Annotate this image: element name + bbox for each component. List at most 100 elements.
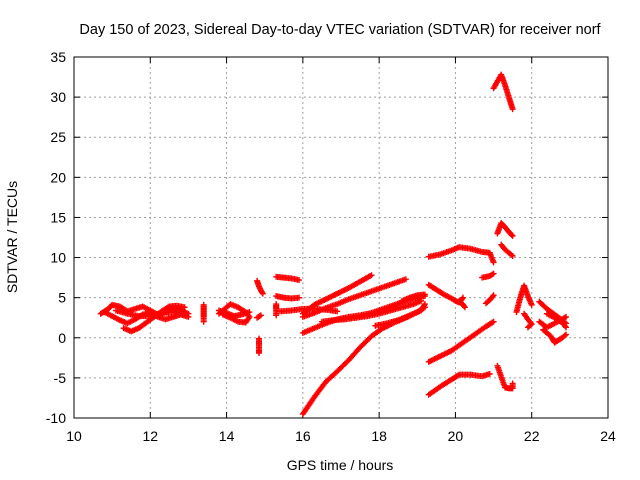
data-point: [508, 251, 515, 258]
series-arc-ak: [540, 326, 570, 346]
y-tick-label: 20: [50, 169, 66, 185]
y-tick-label: 35: [50, 49, 66, 65]
series-arc-p: [299, 276, 409, 320]
data-point: [259, 290, 266, 297]
data-point: [256, 313, 263, 320]
data-point: [490, 270, 497, 277]
series-arc-u: [399, 291, 428, 304]
x-tick-label: 18: [371, 428, 387, 444]
x-tick-label: 24: [600, 428, 616, 444]
series-arc-af: [494, 362, 516, 392]
data-point: [490, 292, 497, 299]
plot-frame: [73, 56, 609, 419]
x-tick-label: 22: [524, 428, 540, 444]
series-arc-j: [255, 335, 262, 357]
data-point: [334, 308, 341, 315]
y-tick-label: 30: [50, 89, 66, 105]
data-point: [273, 312, 280, 319]
series-arc-aj: [536, 313, 570, 331]
series-arc-ae: [498, 241, 516, 259]
x-tick-label: 12: [142, 428, 158, 444]
data-point: [181, 304, 188, 311]
series-arc-v: [425, 281, 467, 306]
x-axis-label: GPS time / hours: [287, 457, 394, 473]
data-point: [509, 380, 516, 387]
data-point: [421, 302, 428, 309]
series-arc-y: [425, 370, 493, 398]
y-tick-label: 0: [58, 330, 66, 346]
grid: [74, 57, 608, 418]
series-arc-t: [372, 301, 428, 329]
data-point: [489, 319, 496, 326]
data-point: [562, 323, 569, 330]
series-arc-ad: [494, 220, 516, 239]
series-arc-ac: [490, 71, 516, 113]
data-point: [246, 309, 253, 316]
series-arc-o: [299, 272, 375, 317]
data-point: [460, 294, 467, 301]
series-arc-e: [200, 301, 207, 325]
data-point: [165, 304, 172, 311]
series-arc-l: [273, 273, 303, 284]
data-points: [97, 71, 570, 417]
series-arc-i: [254, 312, 264, 321]
series-arc-r: [318, 297, 425, 325]
series-arc-ab: [482, 292, 497, 307]
y-tick-label: 25: [50, 129, 66, 145]
series-arc-w: [425, 244, 497, 266]
y-tick-label: 15: [50, 209, 66, 225]
data-point: [421, 291, 428, 298]
x-tick-label: 16: [295, 428, 311, 444]
data-point: [486, 370, 493, 377]
series-arc-x: [425, 318, 497, 365]
y-tick-label: 10: [50, 250, 66, 266]
data-point: [526, 323, 533, 330]
series-arc-z: [456, 297, 468, 311]
chart-title: Day 150 of 2023, Sidereal Day-to-day VTE…: [79, 22, 601, 38]
data-point: [508, 231, 515, 238]
series-arc-m: [273, 293, 303, 302]
data-point: [181, 309, 188, 316]
y-tick-label: -5: [54, 370, 67, 386]
data-point: [296, 277, 303, 284]
data-point: [561, 332, 568, 339]
data-point: [563, 324, 570, 331]
data-point: [461, 303, 468, 310]
y-axis-label: SDTVAR / TECUs: [4, 181, 20, 293]
x-tick-label: 20: [448, 428, 464, 444]
data-point: [490, 318, 497, 325]
series-arc-ag: [513, 282, 535, 316]
data-point: [454, 372, 461, 379]
data-point: [461, 304, 468, 311]
series-arc-h: [254, 277, 266, 297]
data-point: [524, 324, 531, 331]
y-tick-label: 5: [58, 290, 66, 306]
data-point: [255, 350, 262, 357]
x-tick-label: 14: [219, 428, 235, 444]
data-point: [489, 271, 496, 278]
data-point: [296, 294, 303, 301]
data-point: [561, 314, 568, 321]
series-arc-ah: [521, 310, 535, 331]
series-arc-k: [273, 301, 280, 319]
data-point: [563, 331, 570, 338]
x-tick-label: 10: [66, 428, 82, 444]
y-tick-label: -10: [46, 410, 66, 426]
data-point: [509, 252, 516, 259]
data-point: [421, 301, 428, 308]
data-point: [368, 272, 375, 279]
series-arc-al: [543, 310, 570, 331]
data-point: [185, 313, 192, 320]
series-arc-g: [215, 307, 253, 320]
axis-ticks: 10 12 14 16 18 20 22 24 -10 -5 0 5 10 15 20 25 30 35: [46, 49, 616, 444]
data-point: [418, 297, 425, 304]
data-point: [489, 293, 496, 300]
data-point: [563, 313, 570, 320]
data-point: [509, 232, 516, 239]
series-arc-aa: [479, 270, 497, 281]
series-arc-d: [112, 307, 188, 320]
data-point: [528, 301, 535, 308]
data-point: [200, 318, 207, 325]
data-point: [509, 106, 516, 113]
